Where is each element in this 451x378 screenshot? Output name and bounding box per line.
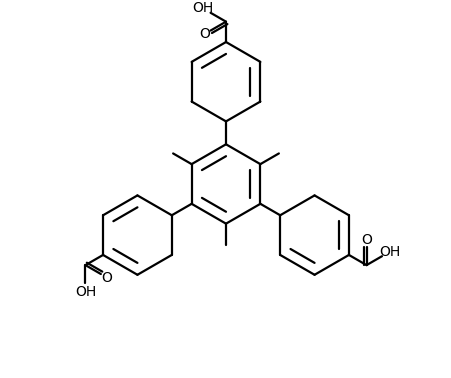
Text: OH: OH: [378, 245, 400, 259]
Text: OH: OH: [75, 285, 96, 299]
Text: OH: OH: [192, 1, 213, 15]
Text: O: O: [101, 271, 112, 285]
Text: O: O: [360, 233, 371, 247]
Text: O: O: [198, 27, 209, 41]
